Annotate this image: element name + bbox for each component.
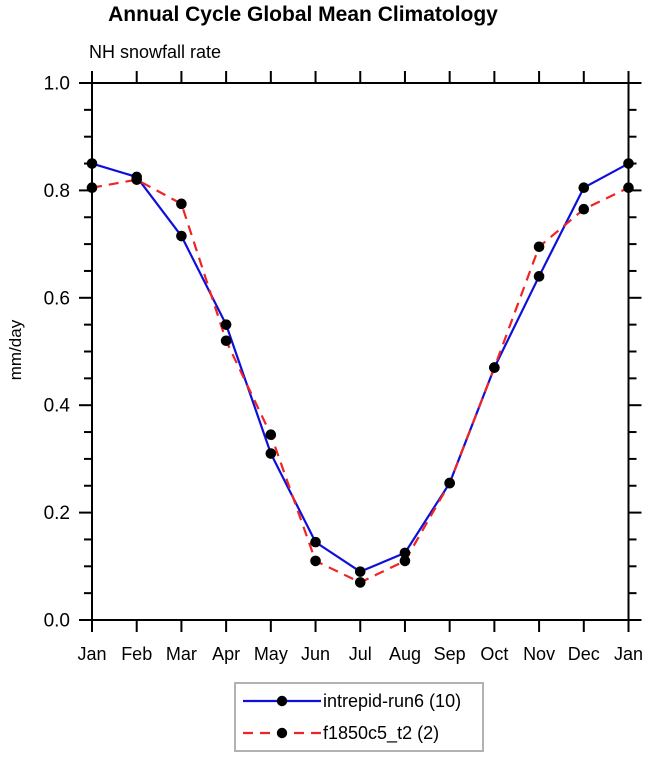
legend-marker-dot bbox=[276, 695, 288, 707]
series-1-marker bbox=[131, 174, 143, 185]
x-tick-label: Feb bbox=[121, 644, 152, 664]
x-tick-label: Dec bbox=[568, 644, 600, 664]
x-tick-label: Apr bbox=[212, 644, 240, 664]
series-1-marker bbox=[176, 198, 187, 210]
x-tick-label: Sep bbox=[434, 644, 466, 664]
series-0-marker bbox=[354, 566, 366, 577]
legend-label-intrepid-run6: intrepid-run6 (10) bbox=[323, 690, 462, 711]
series-1-marker bbox=[489, 362, 500, 373]
legend-sample-solid-line bbox=[243, 695, 321, 707]
series-0-marker bbox=[176, 230, 187, 242]
y-tick-label: 0.4 bbox=[44, 396, 71, 417]
x-tick-label: May bbox=[254, 644, 288, 664]
x-tick-label: Jan bbox=[77, 644, 106, 664]
chart-subtitle: NH snowfall rate bbox=[89, 42, 222, 62]
x-tick-label: Aug bbox=[389, 644, 421, 664]
series-1-marker bbox=[310, 555, 321, 567]
legend-row-intrepid-run6: intrepid-run6 (10) bbox=[242, 686, 482, 716]
series-0-marker bbox=[220, 319, 232, 330]
series-0-marker bbox=[623, 158, 634, 169]
series-1-marker bbox=[399, 555, 411, 567]
x-tick-label: Jan bbox=[614, 644, 643, 664]
series-0-marker bbox=[533, 271, 545, 282]
series-line-0 bbox=[91, 162, 630, 573]
legend-sample-dashed-line bbox=[243, 727, 321, 739]
x-tick-label: Mar bbox=[166, 644, 197, 664]
series-0-marker bbox=[265, 448, 277, 459]
x-tick-label: Nov bbox=[523, 644, 555, 664]
series-1-marker bbox=[220, 335, 232, 347]
x-tick-label: Jun bbox=[301, 644, 330, 664]
legend-marker-dot bbox=[276, 727, 288, 739]
series-1-marker bbox=[86, 182, 98, 194]
y-tick-label: 1.0 bbox=[44, 74, 70, 95]
x-tick-label: Jul bbox=[349, 644, 372, 664]
series-1-marker bbox=[623, 182, 634, 194]
series-0-marker bbox=[86, 158, 98, 169]
legend-label-f1850c5-t2: f1850c5_t2 (2) bbox=[323, 722, 440, 743]
y-tick-label: 0.2 bbox=[44, 503, 70, 524]
y-tick-label: 0.8 bbox=[44, 181, 70, 202]
chart-title: Annual Cycle Global Mean Climatology bbox=[108, 3, 498, 26]
y-tick-label: 0.0 bbox=[44, 611, 70, 632]
series-1-marker bbox=[354, 577, 366, 588]
x-tick-label: Oct bbox=[480, 644, 508, 664]
series-1-marker bbox=[265, 429, 277, 441]
series-1-marker bbox=[533, 241, 545, 253]
legend-row-f1850c5-t2: f1850c5_t2 (2) bbox=[242, 718, 482, 748]
series-0-marker bbox=[578, 182, 590, 194]
series-1-marker bbox=[578, 203, 590, 215]
plot-frame bbox=[91, 82, 630, 621]
series-0-marker bbox=[310, 536, 321, 548]
legend: intrepid-run6 (10) f1850c5_t2 (2) bbox=[234, 682, 484, 752]
series-0-marker bbox=[399, 547, 411, 559]
series-1-marker bbox=[444, 477, 455, 489]
series-line-1 bbox=[91, 178, 629, 584]
y-tick-label: 0.6 bbox=[44, 288, 70, 309]
